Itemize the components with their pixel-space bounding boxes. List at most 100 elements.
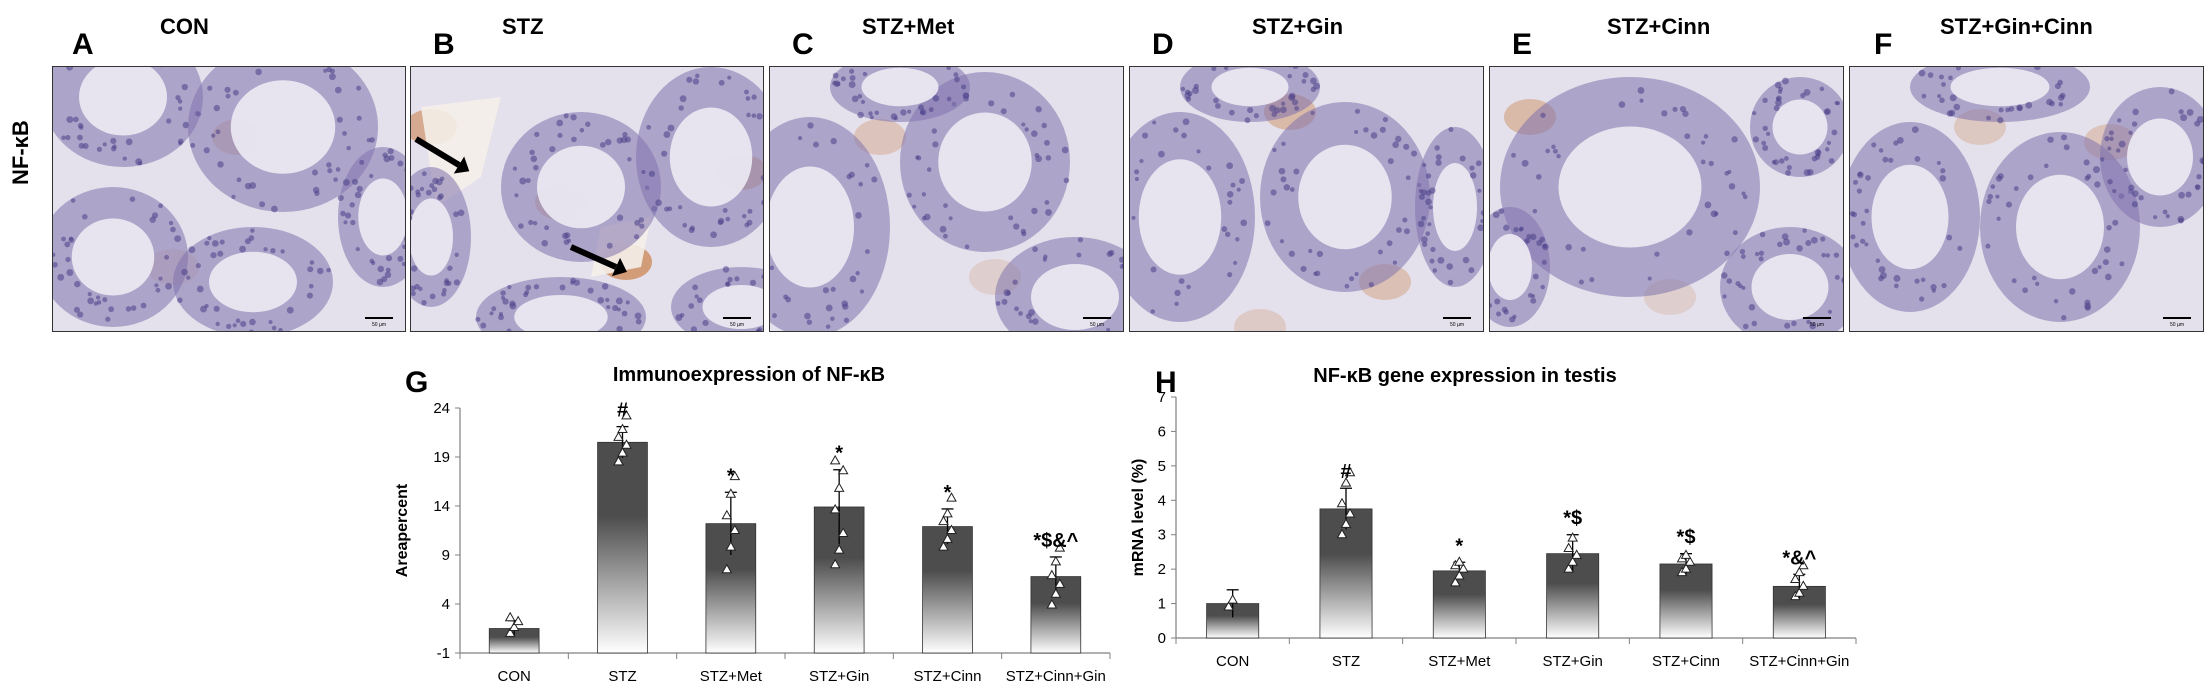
micrograph-a: 50 µm bbox=[52, 66, 406, 332]
data-point bbox=[1227, 594, 1239, 604]
panel-letter-f: F bbox=[1874, 28, 1893, 61]
micrograph-d: 50 µm bbox=[1129, 66, 1484, 332]
svg-text:50 µm: 50 µm bbox=[730, 322, 744, 328]
chart-title: Immunoexpression of NF-κB bbox=[613, 364, 885, 386]
svg-text:50 µm: 50 µm bbox=[1090, 322, 1104, 328]
significance-label: # bbox=[1340, 461, 1351, 483]
data-point bbox=[721, 509, 733, 520]
panel-letter-a: A bbox=[72, 28, 94, 61]
data-point bbox=[1571, 549, 1583, 559]
tissue-section: 50 µm bbox=[411, 67, 763, 331]
significance-label: *$ bbox=[1677, 527, 1696, 549]
data-point bbox=[1797, 580, 1809, 590]
significance-label: *$ bbox=[1563, 508, 1582, 530]
panel-title-con: CON bbox=[160, 14, 209, 39]
data-point bbox=[829, 454, 841, 465]
data-point bbox=[1684, 556, 1696, 566]
x-tick-label: STZ+Met bbox=[1428, 653, 1491, 670]
data-point bbox=[721, 563, 733, 574]
data-point bbox=[942, 533, 953, 543]
data-point bbox=[1567, 556, 1579, 566]
data-point bbox=[833, 482, 845, 492]
micrograph-f: 50 µm bbox=[1849, 66, 2204, 332]
data-point bbox=[1050, 588, 1062, 598]
data-point bbox=[725, 541, 737, 551]
y-axis-label: mRNA level (%) bbox=[1130, 459, 1147, 577]
data-point bbox=[508, 621, 520, 632]
x-tick-label: CON bbox=[1216, 653, 1249, 670]
significance-label: *$&^ bbox=[1033, 530, 1078, 552]
y-tick-label: 14 bbox=[433, 498, 450, 515]
x-tick-label: CON bbox=[497, 668, 530, 685]
panel-title-stz: STZ bbox=[502, 14, 544, 39]
data-point bbox=[1054, 578, 1066, 588]
data-point bbox=[1453, 570, 1465, 580]
data-point bbox=[1563, 542, 1575, 552]
y-axis-label: Areapercent bbox=[394, 483, 411, 577]
bar-stz-met bbox=[1432, 570, 1486, 639]
svg-text:50 µm: 50 µm bbox=[372, 322, 386, 328]
data-point bbox=[1046, 598, 1058, 609]
x-tick-label: STZ+Cinn+Gin bbox=[1006, 668, 1106, 685]
data-point bbox=[512, 615, 524, 626]
micrograph-e: 50 µm bbox=[1489, 66, 1844, 332]
arrow-marker-2 bbox=[569, 244, 627, 277]
panel-title-stz-gin-cinn: STZ+Gin+Cinn bbox=[1940, 14, 2093, 39]
panel-title-stz-cinn: STZ+Cinn bbox=[1607, 14, 1711, 39]
tissue-section: 50 µm bbox=[770, 67, 1123, 331]
chart-title: NF-κB gene expression in testis bbox=[1313, 365, 1616, 387]
data-point bbox=[1453, 556, 1465, 566]
tissue-section: 50 µm bbox=[53, 67, 405, 331]
data-point bbox=[621, 439, 632, 449]
data-point bbox=[1793, 587, 1805, 597]
micrograph-b: 50 µm bbox=[410, 66, 764, 332]
data-point bbox=[504, 627, 516, 637]
data-point bbox=[1336, 497, 1348, 508]
data-point bbox=[729, 470, 741, 481]
bar-stz-cinn bbox=[1659, 563, 1713, 639]
significance-label: * bbox=[835, 443, 843, 465]
data-point bbox=[1050, 555, 1062, 566]
data-point bbox=[946, 524, 957, 534]
data-point bbox=[621, 409, 632, 420]
data-point bbox=[1336, 528, 1348, 539]
x-tick-label: STZ+Gin bbox=[809, 668, 869, 685]
data-point bbox=[1567, 532, 1579, 542]
data-point bbox=[1223, 600, 1235, 611]
bar-stz bbox=[1319, 508, 1373, 639]
data-point bbox=[938, 541, 949, 551]
panel-letter-b: B bbox=[433, 28, 455, 61]
data-point bbox=[1344, 508, 1356, 518]
significance-label: # bbox=[617, 400, 628, 422]
x-tick-label: STZ+Cinn bbox=[1652, 653, 1720, 670]
x-tick-label: STZ bbox=[1332, 653, 1360, 670]
data-point bbox=[837, 527, 849, 537]
significance-label: * bbox=[944, 482, 952, 504]
svg-text:50 µm: 50 µm bbox=[2170, 322, 2184, 328]
data-point bbox=[617, 423, 628, 434]
significance-label: * bbox=[727, 465, 735, 487]
y-tick-label: 5 bbox=[1158, 458, 1166, 475]
y-tick-label: 2 bbox=[1158, 561, 1166, 578]
data-point bbox=[1563, 563, 1575, 573]
panel-letter-c: C bbox=[792, 28, 814, 61]
y-tick-label: 4 bbox=[442, 596, 450, 613]
bar-stz-cinn bbox=[922, 526, 973, 654]
svg-text:50 µm: 50 µm bbox=[1450, 322, 1464, 328]
data-point bbox=[829, 558, 841, 569]
data-point bbox=[1680, 563, 1692, 573]
data-point bbox=[1344, 466, 1356, 477]
micrograph-c: 50 µm bbox=[769, 66, 1124, 332]
data-point bbox=[946, 492, 957, 502]
data-point bbox=[837, 464, 849, 475]
arrow-marker-1 bbox=[414, 136, 470, 174]
data-point bbox=[725, 488, 737, 498]
tissue-section: 50 µm bbox=[1130, 67, 1483, 331]
y-tick-label: 7 bbox=[1158, 389, 1166, 406]
data-point bbox=[1449, 576, 1461, 587]
chart-gene-expression: NF-κB gene expression in testis mRNA leve… bbox=[1130, 365, 1857, 670]
data-point bbox=[938, 515, 949, 526]
data-point bbox=[613, 431, 624, 441]
data-point bbox=[942, 507, 953, 518]
x-tick-label: STZ+Cinn+Gin bbox=[1749, 653, 1849, 670]
